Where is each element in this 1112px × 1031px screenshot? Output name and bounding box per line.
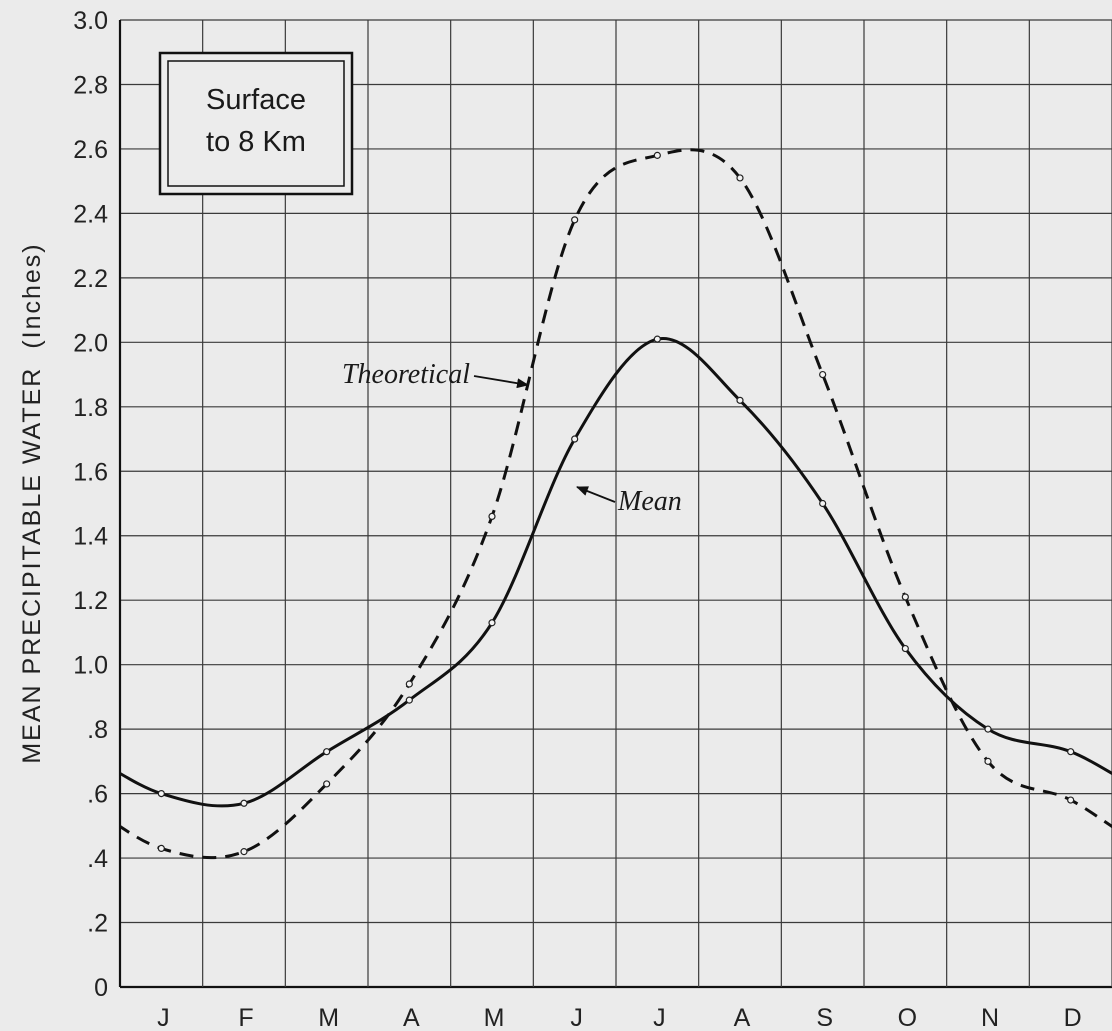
y-tick-label: 2.2 [73, 265, 108, 293]
mean-data-point [157, 789, 165, 798]
theoretical-data-point [323, 780, 331, 788]
theoretical-data-point [488, 512, 496, 520]
theoretical-data-point [157, 844, 165, 852]
inset-box: Surface to 8 Km [158, 51, 354, 196]
mean-series-line [120, 336, 1112, 808]
theoretical-data-point [405, 680, 413, 688]
mean-data-point [240, 799, 248, 807]
y-tick-label: 1.6 [73, 458, 108, 486]
y-axis-title-unit: (Inches) [18, 242, 46, 348]
annotation-theoretical: Theoretical [342, 359, 470, 390]
x-tick-label: S [816, 1004, 833, 1031]
annotation-mean: Mean [617, 486, 682, 517]
y-tick-label: 2.8 [73, 71, 108, 99]
mean-data-point [984, 725, 992, 733]
x-tick-label: J [653, 1004, 666, 1031]
annotation-mean-arrow [576, 486, 616, 503]
y-tick-label: 1.4 [73, 523, 108, 551]
y-tick-label: 1.0 [73, 652, 108, 680]
mean-data-point [736, 396, 744, 404]
annotation-theoretical-arrow [473, 375, 529, 389]
y-tick-label: .6 [87, 781, 108, 809]
x-tick-label: D [1064, 1004, 1082, 1031]
theoretical-data-point [240, 848, 248, 856]
y-tick-label: 2.6 [73, 136, 108, 164]
x-tick-label: J [570, 1004, 583, 1031]
mean-data-point [653, 335, 661, 343]
y-axis-title: MEAN PRECIPITABLE WATER (Inches) [18, 242, 46, 763]
annotations: Theoretical Mean [342, 359, 682, 517]
mean-data-point [819, 499, 827, 508]
series-layer [120, 148, 1112, 860]
y-tick-label: 0 [94, 974, 108, 1002]
theoretical-series-line [120, 148, 1112, 860]
x-tick-label: F [238, 1004, 253, 1031]
theoretical-data-point [736, 174, 744, 182]
x-tick-label: M [318, 1004, 339, 1031]
y-tick-label: 2.4 [73, 200, 108, 228]
y-tick-label: .4 [87, 845, 108, 873]
inset-box-outer [158, 51, 354, 196]
mean-data-point [571, 435, 579, 443]
mean-data-point [323, 748, 331, 756]
theoretical-data-point [653, 151, 661, 159]
theoretical-data-point [571, 216, 579, 224]
y-tick-label: 1.8 [73, 394, 108, 422]
grid [118, 19, 1112, 989]
y-axis-title-text: MEAN PRECIPITABLE WATER [18, 367, 46, 764]
theoretical-data-point [1067, 796, 1075, 804]
theoretical-data-point [819, 370, 827, 379]
x-tick-label: O [898, 1004, 917, 1031]
x-tick-label: A [734, 1004, 751, 1031]
theoretical-data-point [984, 757, 992, 765]
inset-box-inner [167, 60, 345, 187]
y-tick-label: 2.0 [73, 329, 108, 357]
y-tick-label: .8 [87, 716, 108, 744]
inset-box-line1: Surface [206, 84, 306, 116]
y-tick-label: 1.2 [73, 587, 108, 615]
x-tick-label: N [981, 1004, 999, 1031]
y-tick-label: .2 [87, 910, 108, 938]
x-tick-label: A [403, 1004, 420, 1031]
mean-data-point [488, 619, 496, 627]
inset-box-line2: to 8 Km [206, 126, 306, 158]
mean-data-point [405, 696, 413, 704]
axes: 3.0 2.8 2.6 2.4 2.2 2.0 1.8 1.6 1.4 1.2 1.0 .8 .6 .4.… [18, 7, 1082, 1031]
mean-data-point [901, 644, 909, 653]
x-tick-label: M [484, 1004, 505, 1031]
mean-data-point [1067, 748, 1075, 756]
y-tick-label: 3.0 [73, 7, 108, 35]
theoretical-data-point [901, 593, 909, 601]
x-tick-label: J [157, 1004, 170, 1031]
